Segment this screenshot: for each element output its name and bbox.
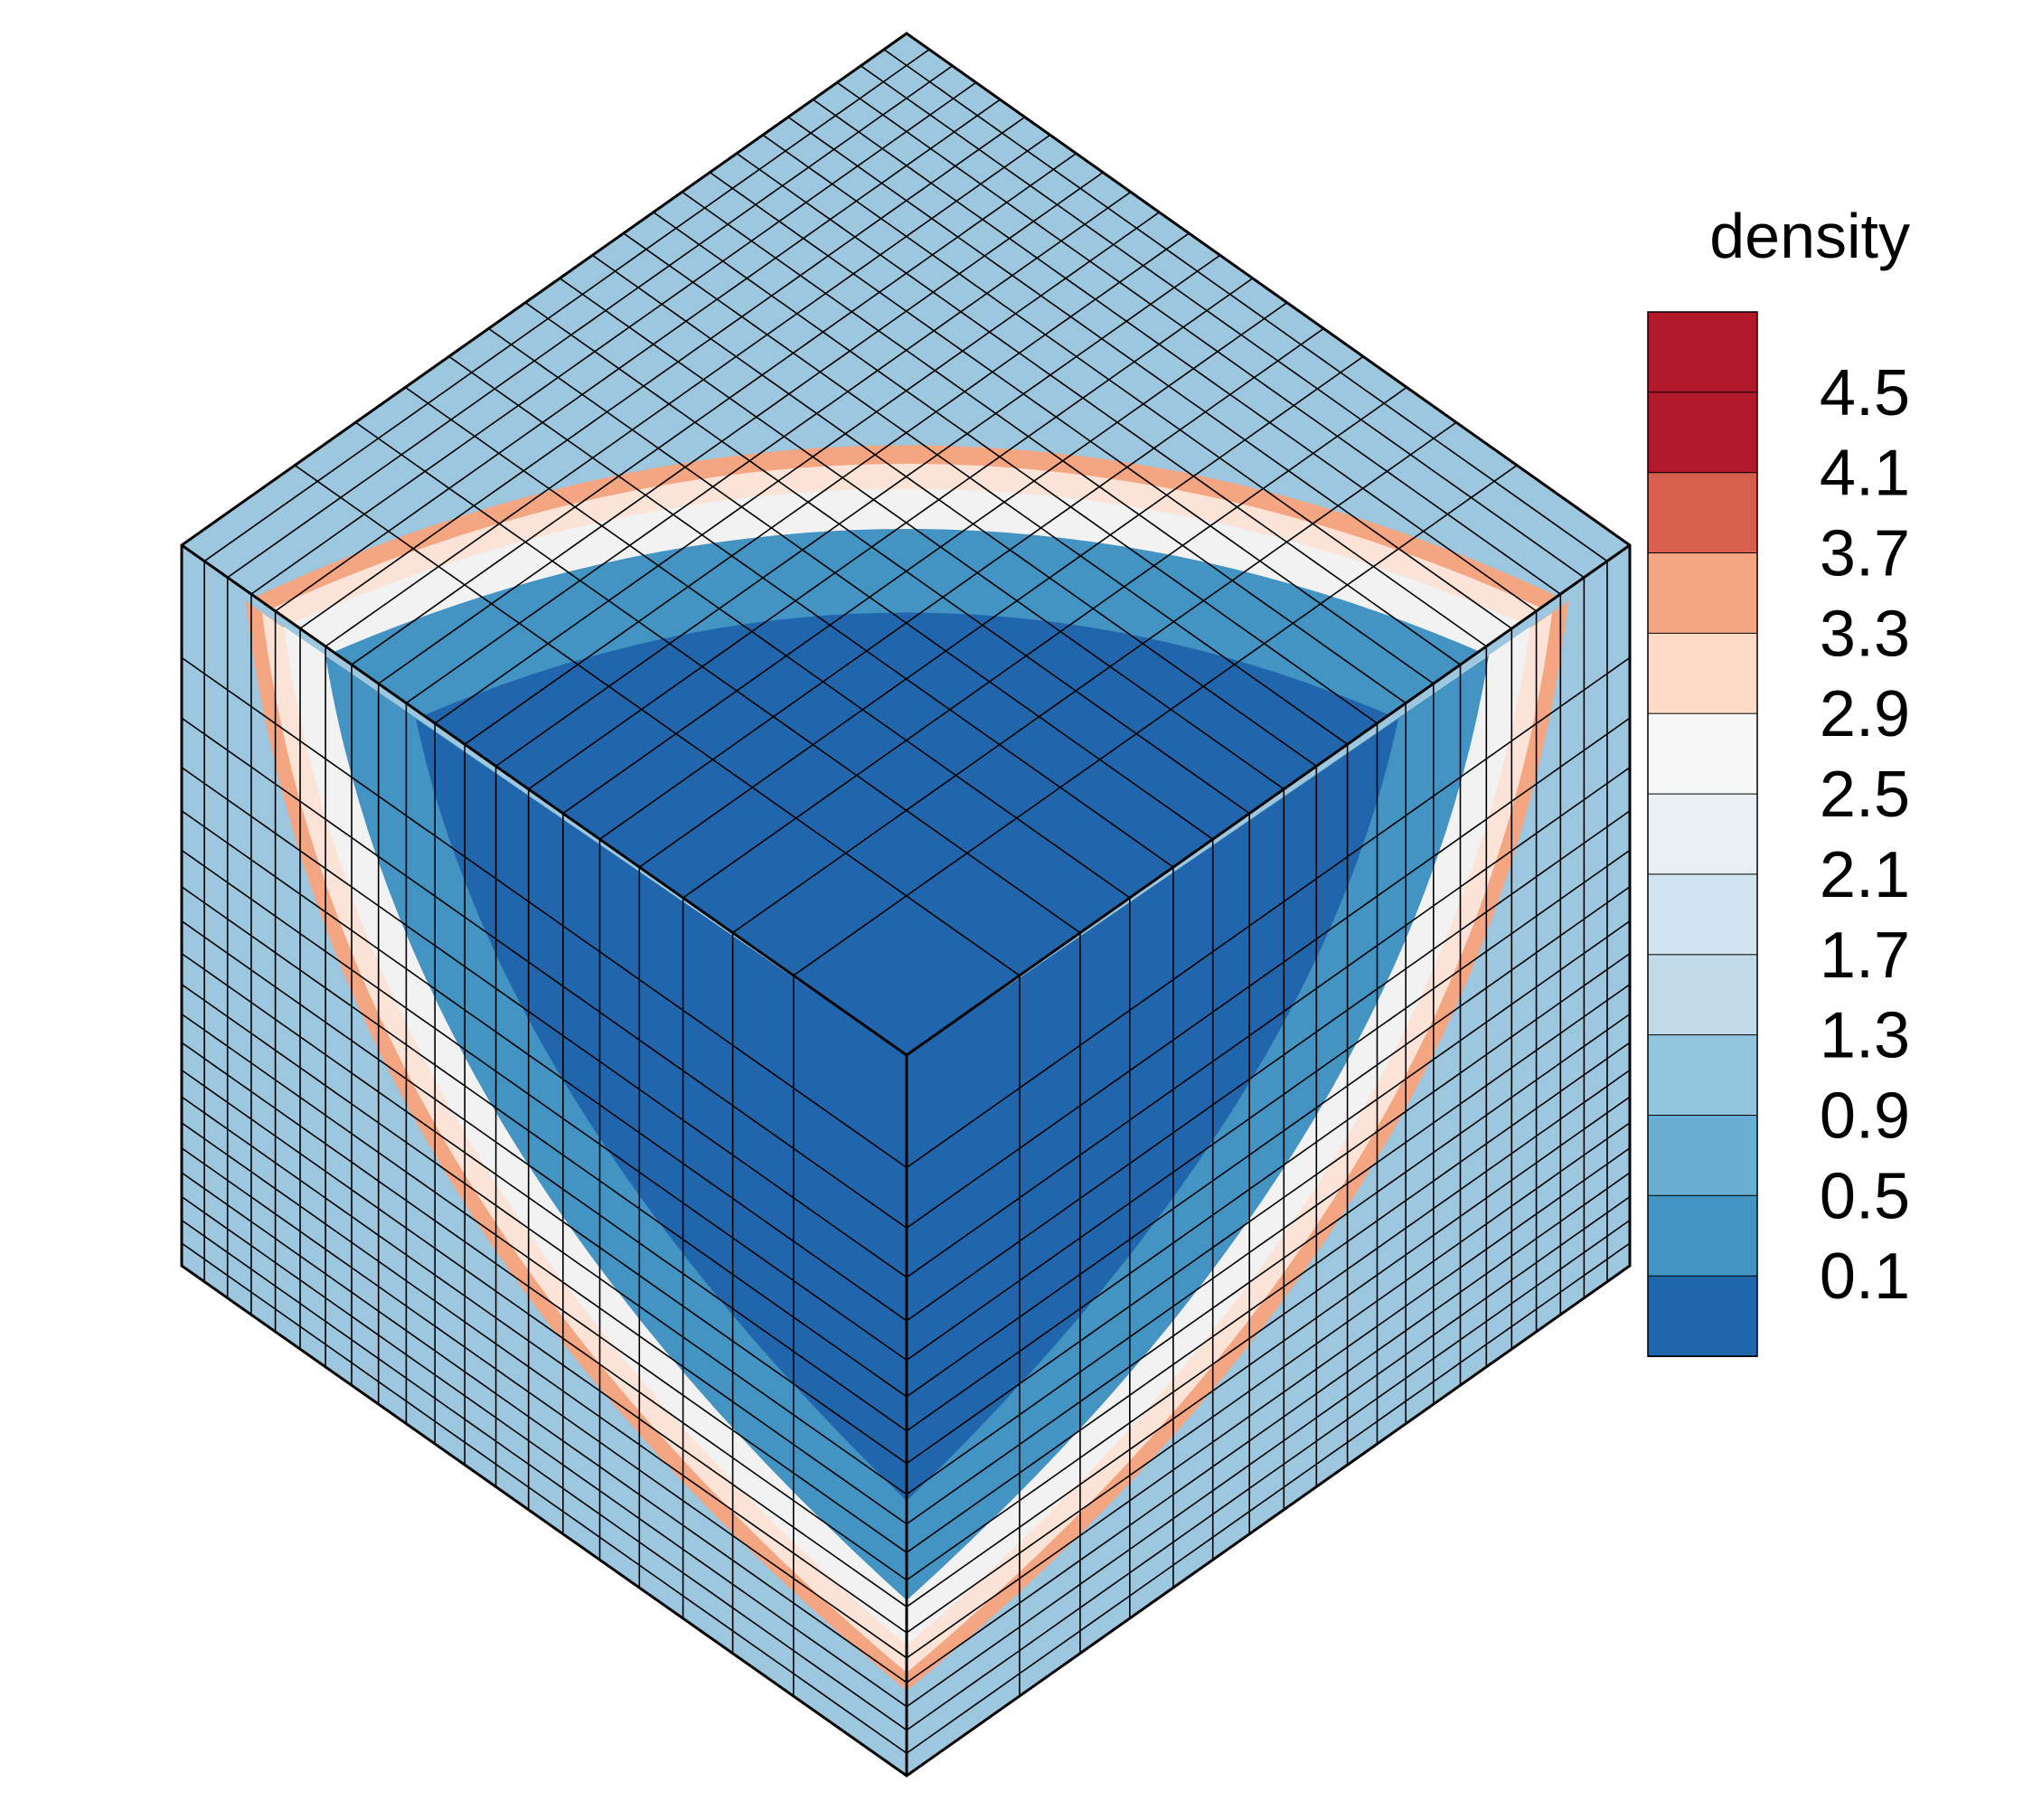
cavity-region <box>416 719 907 1501</box>
mesh-line-u <box>181 952 908 1465</box>
mesh-line-u <box>181 849 908 1362</box>
cube <box>180 32 1632 1778</box>
mesh-line-u <box>181 810 908 1322</box>
legend-level-label: 0.5 <box>1820 1160 1910 1232</box>
cube-outline <box>180 32 1632 1778</box>
legend-labels: 4.5 4.1 3.7 3.3 2.9 2.5 2.1 1.7 1.3 0.90.5 0.1 <box>1820 357 1910 1313</box>
legend-swatch <box>1647 712 1758 796</box>
mesh-line-u <box>906 767 1631 1278</box>
legend-swatch <box>1647 793 1758 875</box>
mesh-line-u <box>682 386 1407 899</box>
legend-level-label: 2.5 <box>1820 759 1910 831</box>
cavity-region <box>907 719 1398 1501</box>
mesh-line-v <box>488 327 1214 840</box>
mesh-line-u <box>906 717 1631 1229</box>
legend-swatch <box>1647 632 1758 715</box>
face-contours <box>246 601 907 1691</box>
legend-swatch <box>1647 1034 1758 1117</box>
mesh-line-v <box>448 355 1174 868</box>
mesh-line-v <box>354 421 1081 934</box>
mesh-line-u <box>181 920 908 1432</box>
mesh-line-u <box>181 656 908 1169</box>
mesh-line-u <box>793 465 1518 976</box>
mesh-line-u <box>528 278 1254 790</box>
mesh-line-v <box>623 232 1349 745</box>
legend-swatch <box>1647 472 1758 554</box>
cube-face-right <box>906 545 1631 1776</box>
mesh-line-u <box>732 421 1457 934</box>
mesh-line-u <box>906 849 1631 1362</box>
mesh-line-v <box>653 212 1378 724</box>
legend-swatch <box>1647 311 1758 393</box>
mesh-line-v <box>591 254 1317 768</box>
legend-swatch <box>1647 954 1758 1036</box>
legend-level-label: 0.1 <box>1820 1240 1910 1313</box>
mesh-line-u <box>906 984 1631 1495</box>
mesh-line-v <box>404 386 1131 899</box>
legend-swatch <box>1647 391 1758 474</box>
mesh-line-v <box>559 278 1284 790</box>
legend-level-label: 4.1 <box>1820 438 1910 510</box>
legend-swatch <box>1647 552 1758 635</box>
mesh-line-u <box>906 952 1631 1465</box>
legend-level-label: 1.7 <box>1820 919 1910 992</box>
legend-swatch <box>1647 1275 1758 1357</box>
mesh-line-u <box>181 767 908 1278</box>
legend-level-label: 1.3 <box>1820 1000 1910 1072</box>
mesh-line-u <box>181 984 908 1495</box>
legend-swatch <box>1647 873 1758 956</box>
legend-title: density <box>1709 201 1910 271</box>
mesh-line-u <box>599 327 1324 840</box>
legend-level-label: 3.7 <box>1820 518 1910 590</box>
mesh-line-u <box>638 355 1364 868</box>
legend-level-label: 2.9 <box>1820 678 1910 750</box>
mesh-line-u <box>495 254 1221 768</box>
legend-frame <box>1647 311 1758 1357</box>
legend-level-label: 2.1 <box>1820 839 1910 911</box>
mesh-line-u <box>181 717 908 1229</box>
face-mesh-lines <box>203 49 1608 976</box>
mesh-line-u <box>906 810 1631 1322</box>
mesh-line-u <box>181 886 908 1398</box>
legend-level-label: 4.5 <box>1820 357 1910 429</box>
mesh-line-u <box>906 656 1631 1169</box>
legend-swatch <box>1647 1194 1758 1278</box>
mesh-line-u <box>562 302 1288 815</box>
mesh-line-v <box>294 465 1021 976</box>
mesh-line-u <box>464 232 1190 745</box>
face-contours <box>907 601 1568 1691</box>
legend-swatches <box>1647 311 1758 1357</box>
face-mesh-lines <box>181 561 908 1754</box>
mesh-line-u <box>906 886 1631 1398</box>
mesh-line-v <box>524 302 1250 815</box>
legend-swatch <box>1647 1115 1758 1197</box>
legend-level-label: 3.3 <box>1820 598 1910 670</box>
legend-level-label: 0.9 <box>1820 1080 1910 1153</box>
cube-face-left <box>181 545 908 1776</box>
mesh-line-u <box>906 920 1631 1432</box>
face-mesh-lines <box>906 561 1631 1754</box>
colorbar-legend: density 4.54.13.73.32.92.52.11.71.30.90.… <box>1647 201 1910 1357</box>
